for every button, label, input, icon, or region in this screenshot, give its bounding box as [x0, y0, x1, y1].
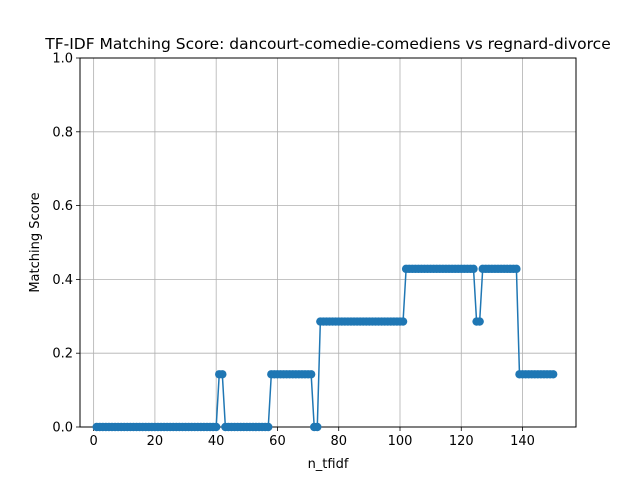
- x-tick-label: 60: [269, 434, 286, 449]
- y-tick-label: 0.2: [52, 347, 73, 362]
- series-layer: [92, 264, 558, 432]
- data-point: [211, 422, 221, 432]
- x-tick-label: 100: [388, 434, 413, 449]
- y-tick-label: 0.0: [52, 421, 73, 436]
- data-point: [398, 317, 408, 326]
- data-point: [313, 422, 322, 432]
- x-axis-label: n_tfidf: [308, 457, 349, 472]
- x-tick-label: 140: [510, 434, 535, 449]
- x-tick-label: 80: [330, 434, 347, 449]
- y-tick-label: 0.6: [52, 199, 73, 214]
- data-point: [469, 264, 478, 274]
- x-tick-label: 120: [449, 434, 474, 449]
- data-point: [548, 370, 558, 379]
- x-tick-label: 20: [147, 434, 164, 449]
- ticks: 0 20 40 60 80 100 120 140 0.0 0.2 0.4 0.6 0.8 1.0: [52, 52, 535, 450]
- x-tick-label: 0: [89, 434, 97, 449]
- data-point: [512, 264, 521, 274]
- chart-title: TF-IDF Matching Score: dancourt-comedie-…: [44, 35, 611, 53]
- y-tick-label: 1.0: [52, 52, 73, 67]
- x-tick-label: 40: [208, 434, 225, 449]
- y-axis-label: Matching Score: [28, 192, 43, 292]
- data-point: [264, 422, 273, 432]
- data-point: [306, 370, 316, 379]
- data-point: [475, 317, 484, 326]
- y-tick-label: 0.8: [52, 125, 73, 140]
- y-tick-label: 0.4: [52, 273, 73, 288]
- data-point: [218, 370, 227, 379]
- series: [92, 264, 558, 432]
- plot-area: [79, 57, 577, 428]
